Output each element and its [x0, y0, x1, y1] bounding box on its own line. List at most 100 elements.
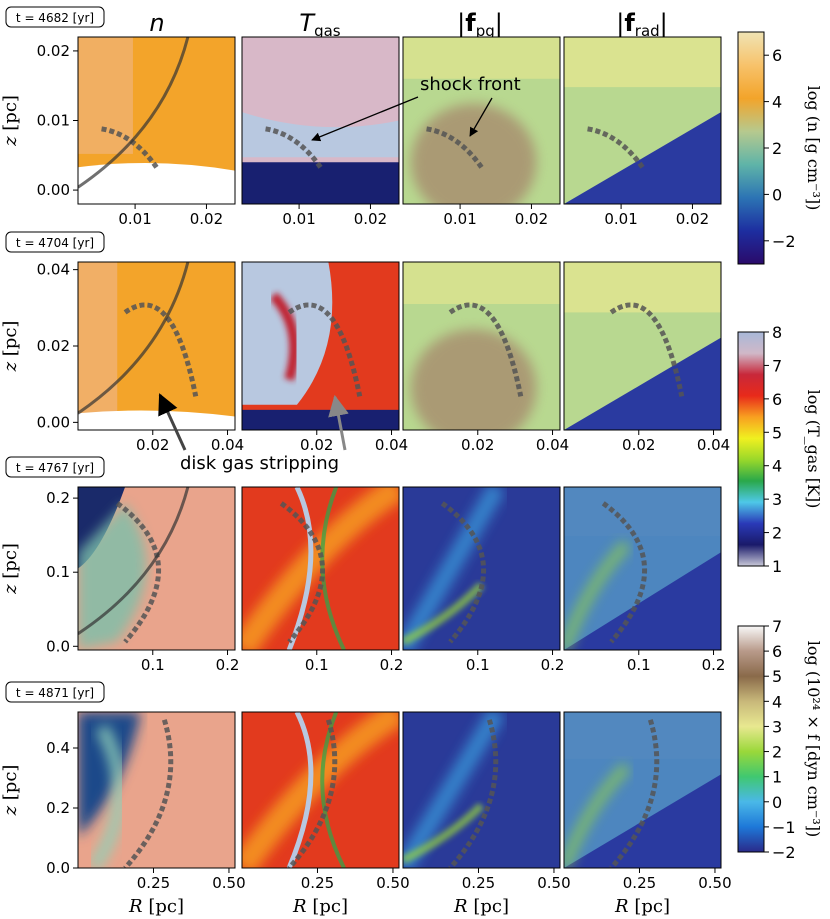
x-axis-label: R [pc] — [292, 896, 348, 917]
x-tick-label: 0.04 — [375, 436, 408, 454]
y-tick-label: 0.04 — [37, 261, 70, 279]
panel-r0-c2: 0.01 0.02 — [402, 36, 561, 228]
shock-front-curve — [123, 302, 199, 397]
colorbar-tick-label: 6 — [772, 46, 782, 65]
y-tick-label: 0.1 — [46, 563, 70, 581]
time-label-2: t = 4767 [yr] — [5, 456, 105, 478]
colorbar-tick-label: −1 — [772, 818, 796, 837]
panel-r3-c0: 0.25 0.50 R [pc] 0.0 0.2 0.4 z [pc] — [0, 711, 246, 917]
x-tick-label: 0.01 — [604, 210, 637, 228]
colorbar-tick-label: 5 — [772, 423, 782, 442]
colorbar-tick-label: 8 — [772, 323, 782, 342]
shock-front-curve — [123, 719, 174, 868]
panel-r0-c0: 0.01 0.02 0.00 0.01 0.02 z [pc] — [0, 36, 236, 228]
disk-stripping-arrow-1 — [158, 393, 187, 451]
colorbar-label: log (T_gas [K]) — [804, 390, 823, 509]
panel-r1-c3: 0.02 0.04 — [563, 261, 730, 454]
shock-front-arrow-2 — [469, 97, 493, 137]
time-label-1: t = 4704 [yr] — [5, 231, 105, 253]
panel-r2-c3: 0.1 0.2 — [563, 486, 726, 674]
colorbar-tick-label: 4 — [772, 93, 782, 112]
x-tick-label: 0.02 — [622, 436, 655, 454]
shock-front-curve — [279, 501, 325, 644]
x-tick-label: 0.01 — [118, 210, 151, 228]
x-tick-label: 0.2 — [702, 656, 726, 674]
time-label-text: t = 4704 [yr] — [16, 236, 94, 250]
colorbar-0: 6 4 2 0 −2 log (n [g cm⁻³]) — [737, 31, 823, 265]
shock-front-curve — [448, 719, 499, 868]
panels-grid: t = 4682 [yr] 0.01 0.02 0.00 0.01 0.02 z [pc] 0… — [0, 6, 732, 917]
colorbar-tick-label: 3 — [772, 717, 782, 736]
x-tick-label: 0.02 — [300, 436, 333, 454]
column-title-0: n — [149, 9, 164, 37]
time-label-text: t = 4871 [yr] — [16, 686, 94, 700]
colorbar-tick-label: 5 — [772, 667, 782, 686]
colorbar-tick-label: 2 — [772, 743, 782, 762]
x-axis-label: R [pc] — [453, 896, 509, 917]
shock-front-curve — [115, 501, 161, 644]
y-tick-label: 0.02 — [37, 337, 70, 355]
shock-front-arrow-1 — [311, 96, 419, 142]
colorbar-tick-label: 0 — [772, 793, 782, 812]
y-tick-label: 0.2 — [46, 799, 70, 817]
colorbar-tick-label: 2 — [772, 139, 782, 158]
panel-r2-c2: 0.1 0.2 — [402, 486, 565, 674]
x-tick-label: 0.02 — [515, 210, 548, 228]
x-tick-label: 0.2 — [216, 656, 240, 674]
colorbar-2: 7 6 5 4 3 2 1 0 −1 −2 log (10²⁴ × f [dyn cm⁻³]) — [737, 617, 823, 862]
y-tick-label: 0.4 — [46, 739, 70, 757]
y-tick-label: 0.01 — [37, 112, 70, 130]
x-tick-label: 0.50 — [212, 874, 245, 892]
time-label-text: t = 4682 [yr] — [16, 11, 94, 25]
ionization-front-curve — [78, 37, 190, 189]
y-axis-label: z [pc] — [0, 321, 21, 373]
x-tick-label: 0.2 — [380, 656, 404, 674]
panel-r3-c3: 0.25 0.50 R [pc] — [563, 711, 732, 917]
shock-front-curve — [587, 126, 645, 169]
x-tick-label: 0.04 — [697, 436, 730, 454]
colorbar-tick-label: 2 — [772, 524, 782, 543]
x-tick-label: 0.1 — [141, 656, 165, 674]
disk-stripping-annotation: disk gas stripping — [180, 453, 339, 474]
y-tick-label: 0.02 — [37, 42, 70, 60]
panel-r3-c2: 0.25 0.50 R [pc] — [402, 711, 571, 917]
annotations: shock front disk gas stripping — [158, 74, 521, 474]
x-tick-label: 0.25 — [462, 874, 495, 892]
panel-r1-c0: 0.02 0.04 0.00 0.02 0.04 z [pc] — [0, 261, 244, 454]
colorbar-tick-label: 0 — [772, 185, 782, 204]
colorbar-tick-label: 1 — [772, 557, 782, 576]
panel-r1-c2: 0.02 0.04 — [402, 261, 569, 454]
x-tick-label: 0.2 — [541, 656, 565, 674]
y-tick-label: 0.00 — [37, 413, 70, 431]
panel-r3-c1: 0.25 0.50 R [pc] — [241, 711, 410, 917]
panel-r0-c3: 0.01 0.02 — [563, 36, 722, 228]
y-tick-label: 0.0 — [46, 637, 70, 655]
x-tick-label: 0.25 — [301, 874, 334, 892]
x-axis-label: R [pc] — [128, 896, 184, 917]
colorbar-tick-label: 7 — [772, 356, 782, 375]
x-tick-label: 0.02 — [190, 210, 223, 228]
colorbar-tick-label: 6 — [772, 390, 782, 409]
x-axis-label: R [pc] — [614, 896, 670, 917]
x-tick-label: 0.50 — [537, 874, 570, 892]
x-tick-label: 0.01 — [443, 210, 476, 228]
panel-r0-c1: 0.01 0.02 — [241, 36, 400, 228]
x-tick-label: 0.1 — [305, 656, 329, 674]
column-title-3: |frad| — [616, 9, 668, 40]
panel-r1-c1: 0.02 0.04 — [241, 261, 408, 454]
panel-r2-c0: 0.1 0.2 0.0 0.1 0.2 z [pc] — [0, 486, 240, 674]
y-axis-label: z [pc] — [0, 765, 21, 817]
shock-front-curve — [265, 126, 323, 169]
column-title-1: Tgas — [299, 9, 340, 40]
x-tick-label: 0.50 — [698, 874, 731, 892]
shock-front-annotation: shock front — [420, 74, 521, 95]
shock-front-curve — [287, 302, 363, 397]
x-tick-label: 0.02 — [461, 436, 494, 454]
colorbar-tick-label: 6 — [772, 642, 782, 661]
time-label-0: t = 4682 [yr] — [5, 6, 105, 28]
shock-front-curve — [426, 126, 484, 169]
ionization-front-curve — [78, 262, 190, 415]
shock-front-curve — [448, 302, 524, 397]
shock-front-curve — [601, 501, 647, 644]
shock-front-curve — [287, 719, 338, 868]
